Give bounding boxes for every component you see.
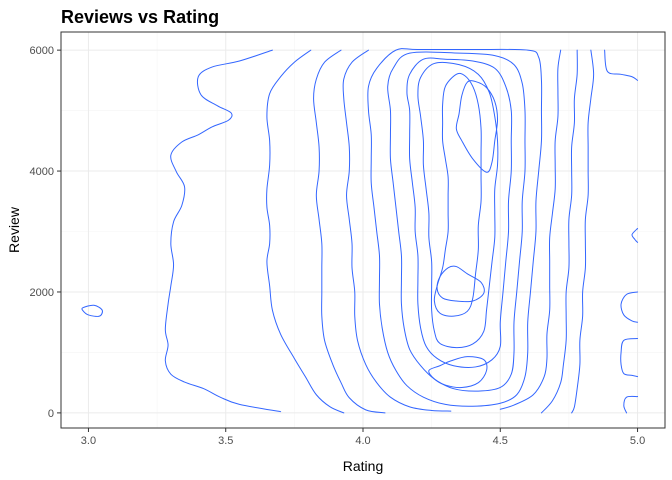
x-tick-label: 5.0 [630,435,645,447]
x-axis-title: Rating [343,458,383,474]
x-tick-label: 3.5 [218,435,233,447]
contour-line-8 [406,57,513,368]
y-axis: 0 2000 4000 6000 [30,45,61,420]
contour-line-12 [436,265,485,303]
contour-line-10 [433,72,482,317]
contour-line-14 [499,49,562,410]
x-axis: 3.0 3.5 4.0 4.5 5.0 [81,428,645,447]
contour-line-7 [387,51,526,392]
contour-line-11 [455,80,499,173]
contour-line-13 [428,356,488,389]
contour-line-2 [81,304,103,317]
contour-line-17 [604,49,639,81]
contour-line-1 [164,49,282,413]
contour-line-20 [620,338,639,378]
x-tick-label: 4.0 [355,435,370,447]
contour-line-5 [342,49,452,412]
y-axis-title: Review [6,206,22,253]
grid [61,32,665,428]
y-tick-label: 0 [48,408,54,420]
y-tick-label: 2000 [30,287,54,299]
contour-line-4 [313,49,386,414]
contour-line-6 [367,48,543,407]
contour-line-19 [620,291,639,323]
contour-line-3 [266,49,345,414]
contour-line-18 [631,227,639,243]
x-tick-label: 4.5 [493,435,508,447]
y-tick-label: 6000 [30,45,54,57]
chart-title: Reviews vs Rating [61,7,219,27]
contour-line-9 [417,61,499,349]
contour-line-15 [540,49,578,414]
contour-line-16 [571,49,595,414]
contour-lines [81,48,639,414]
x-tick-label: 3.0 [81,435,96,447]
contour-line-21 [623,395,639,414]
y-tick-label: 4000 [30,166,54,178]
